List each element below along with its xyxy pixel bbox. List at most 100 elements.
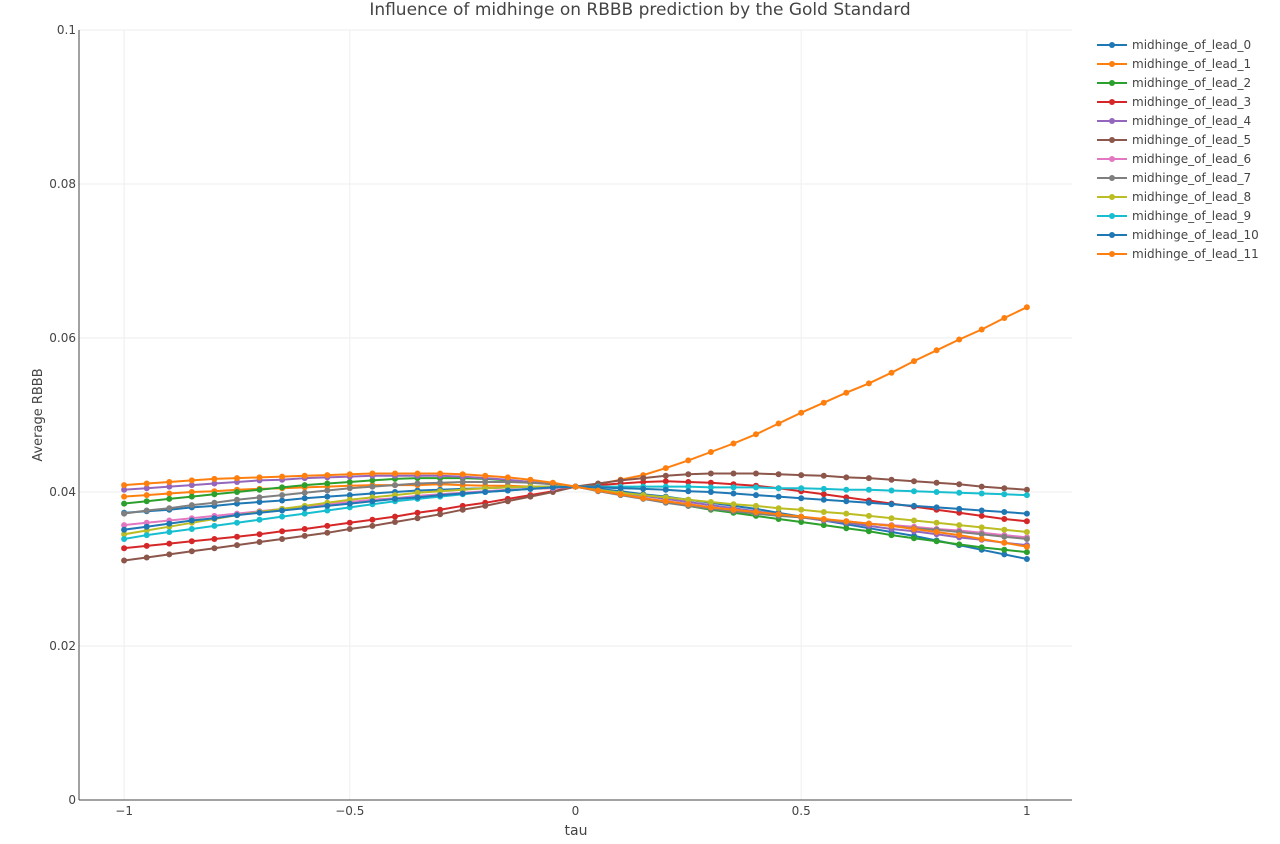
data-point: [346, 479, 353, 485]
y-tick-labels: 0 0.02 0.04 0.06 0.08 0.1: [49, 23, 76, 807]
data-point: [978, 524, 985, 531]
data-point: [978, 507, 985, 514]
data-point: [369, 470, 376, 477]
data-point: [820, 509, 827, 515]
data-point: [820, 522, 827, 529]
data-point: [1023, 543, 1030, 550]
data-point: [1001, 539, 1008, 546]
data-point: [459, 479, 466, 485]
data-point: [1023, 536, 1030, 542]
data-point: [121, 510, 128, 517]
data-point: [482, 502, 489, 509]
data-point: [256, 509, 263, 516]
data-point: [234, 496, 240, 503]
data-point: [978, 544, 985, 551]
data-point: [1023, 556, 1030, 562]
legend-item[interactable]: midhinge_of_lead_5: [1097, 133, 1251, 147]
data-point: [978, 483, 985, 490]
data-point: [978, 490, 985, 497]
legend-item[interactable]: midhinge_of_lead_3: [1097, 95, 1251, 109]
data-point: [753, 502, 759, 509]
data-point: [143, 542, 150, 549]
data-point: [843, 389, 850, 396]
data-point: [820, 491, 827, 498]
data-point: [956, 481, 963, 488]
legend-marker: [1109, 156, 1115, 162]
legend-item[interactable]: midhinge_of_lead_9: [1097, 209, 1251, 223]
data-point: [707, 479, 714, 486]
data-point: [911, 535, 917, 542]
legend-label: midhinge_of_lead_10: [1132, 228, 1259, 242]
data-point: [707, 470, 714, 477]
legend-label: midhinge_of_lead_6: [1132, 152, 1251, 166]
data-point: [121, 522, 128, 529]
data-point: [256, 486, 263, 493]
legend-item[interactable]: midhinge_of_lead_0: [1097, 38, 1251, 52]
data-point: [279, 497, 286, 504]
data-point: [1001, 546, 1008, 553]
x-tick-label: 0: [572, 804, 580, 818]
legend[interactable]: midhinge_of_lead_0 midhinge_of_lead_1midh…: [1097, 38, 1259, 261]
data-point: [121, 545, 128, 552]
legend-item[interactable]: midhinge_of_lead_8: [1097, 190, 1251, 204]
data-point: [549, 484, 556, 491]
legend-marker: [1109, 80, 1115, 86]
legend-item[interactable]: midhinge_of_lead_4: [1097, 114, 1251, 128]
data-point: [685, 488, 692, 495]
data-point: [234, 512, 240, 519]
data-point: [301, 505, 308, 512]
series-midhinge_of_lead_11: [121, 470, 1030, 550]
legend-item[interactable]: midhinge_of_lead_11: [1097, 247, 1259, 261]
series-midhinge_of_lead_1: [121, 304, 1030, 500]
data-point: [1001, 533, 1008, 540]
data-point: [188, 517, 195, 524]
legend-item[interactable]: midhinge_of_lead_7: [1097, 171, 1251, 185]
data-point: [256, 474, 263, 481]
data-point: [256, 531, 263, 538]
data-point: [730, 440, 737, 447]
data-point: [504, 487, 511, 494]
data-point: [392, 495, 398, 502]
data-point: [482, 472, 489, 479]
data-point: [166, 505, 173, 512]
data-point: [256, 494, 263, 501]
data-point: [865, 380, 872, 387]
data-point: [956, 336, 963, 343]
data-point: [843, 474, 850, 481]
data-point: [121, 526, 128, 533]
legend-marker: [1109, 175, 1115, 181]
data-point: [730, 484, 737, 491]
legend-item[interactable]: midhinge_of_lead_1: [1097, 57, 1251, 71]
data-point: [640, 495, 647, 502]
data-point: [414, 470, 421, 477]
data-point: [143, 485, 150, 492]
data-point: [324, 522, 331, 529]
data-point: [888, 369, 895, 376]
data-point: [279, 507, 286, 514]
data-point: [166, 551, 173, 558]
data-point: [324, 472, 331, 479]
data-point: [256, 516, 263, 523]
data-point: [685, 457, 692, 464]
data-point: [256, 499, 263, 505]
data-point: [392, 482, 398, 489]
data-point: [437, 479, 444, 486]
data-point: [437, 511, 444, 518]
data-point: [1001, 485, 1008, 492]
legend-marker: [1109, 99, 1115, 105]
legend-item[interactable]: midhinge_of_lead_10: [1097, 228, 1259, 242]
data-point: [301, 489, 308, 496]
y-tick-label: 0.1: [57, 23, 76, 37]
data-point: [143, 507, 150, 514]
data-point: [956, 541, 963, 548]
data-point: [662, 478, 669, 485]
data-point: [1001, 509, 1008, 515]
legend-item[interactable]: midhinge_of_lead_2: [1097, 76, 1251, 90]
data-point: [504, 498, 511, 505]
legend-label: midhinge_of_lead_9: [1132, 209, 1251, 223]
data-point: [324, 480, 331, 487]
data-point: [662, 498, 669, 505]
data-point: [730, 506, 737, 513]
legend-item[interactable]: midhinge_of_lead_6: [1097, 152, 1251, 166]
